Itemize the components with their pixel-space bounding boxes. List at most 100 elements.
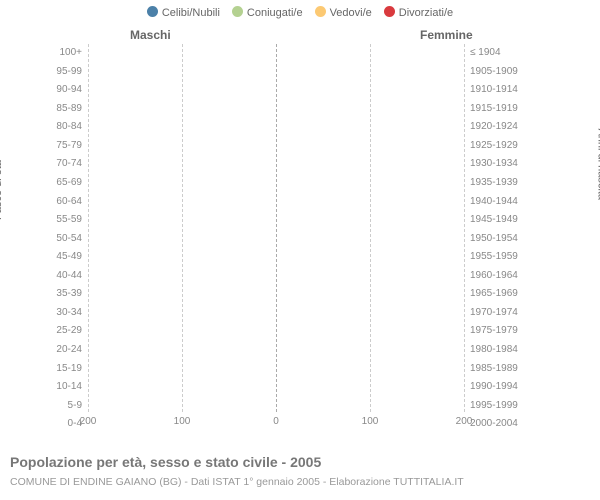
age-label: 95-99 xyxy=(46,63,88,82)
age-label: 65-69 xyxy=(46,174,88,193)
x-tick: 200 xyxy=(456,416,473,427)
legend-swatch xyxy=(147,6,158,17)
segment-v xyxy=(278,139,279,154)
age-label: 80-84 xyxy=(46,118,88,137)
year-label: ≤ 1904 xyxy=(464,44,530,63)
age-label: 50-54 xyxy=(46,230,88,249)
segment-d xyxy=(279,195,280,210)
segment-co xyxy=(277,343,278,358)
pyramid-row: 70-74 1930-1934 xyxy=(46,155,530,174)
gridline xyxy=(464,44,465,412)
age-label: 15-19 xyxy=(46,360,88,379)
chart-subtitle: COMUNE DI ENDINE GAIANO (BG) - Dati ISTA… xyxy=(10,476,464,488)
pyramid-row: 10-141990-1994 xyxy=(46,378,530,397)
y-axis-left-title: Fasce di età xyxy=(0,160,4,220)
age-label: 90-94 xyxy=(46,81,88,100)
legend-label: Celibi/Nubili xyxy=(162,7,220,19)
year-label: 1940-1944 xyxy=(464,193,530,212)
header-female: Femmine xyxy=(420,28,473,42)
year-label: 1930-1934 xyxy=(464,155,530,174)
gridline xyxy=(88,44,89,412)
legend-item-divorziati: Divorziati/e xyxy=(384,6,453,19)
age-label: 100+ xyxy=(46,44,88,63)
legend-item-coniugati: Coniugati/e xyxy=(232,6,303,19)
pyramid-row: 25-29 1975-1979 xyxy=(46,322,530,341)
legend: Celibi/Nubili Coniugati/e Vedovi/e Divorzia… xyxy=(0,6,600,19)
pyramid-row: 40-44 1960-1964 xyxy=(46,267,530,286)
legend-swatch xyxy=(232,6,243,17)
center-gridline xyxy=(276,44,277,412)
pyramid-row: 35-39 1965-1969 xyxy=(46,285,530,304)
legend-item-vedovi: Vedovi/e xyxy=(315,6,372,19)
year-label: 1970-1974 xyxy=(464,304,530,323)
year-label: 1975-1979 xyxy=(464,322,530,341)
age-label: 40-44 xyxy=(46,267,88,286)
age-label: 45-49 xyxy=(46,248,88,267)
segment-d xyxy=(279,269,280,284)
pyramid-row: 45-49 1955-1959 xyxy=(46,248,530,267)
year-label: 1925-1929 xyxy=(464,137,530,156)
year-label: 1950-1954 xyxy=(464,230,530,249)
year-label: 1945-1949 xyxy=(464,211,530,230)
pyramid-row: 65-69 1935-1939 xyxy=(46,174,530,193)
age-label: 85-89 xyxy=(46,100,88,119)
segment-v xyxy=(278,120,279,135)
pyramid-row: 75-79 1925-1929 xyxy=(46,137,530,156)
x-tick: 100 xyxy=(174,416,191,427)
pyramid-row: 30-34 1970-1974 xyxy=(46,304,530,323)
age-label: 70-74 xyxy=(46,155,88,174)
pyramid-row: 100+ ≤ 1904 xyxy=(46,44,530,63)
year-label: 1920-1924 xyxy=(464,118,530,137)
x-tick: 200 xyxy=(80,416,97,427)
pyramid-row: 15-19 1985-1989 xyxy=(46,360,530,379)
x-tick: 100 xyxy=(362,416,379,427)
segment-d xyxy=(279,157,280,172)
age-label: 55-59 xyxy=(46,211,88,230)
age-label: 25-29 xyxy=(46,322,88,341)
pyramid-row: 95-99 1905-1909 xyxy=(46,63,530,82)
age-label: 10-14 xyxy=(46,378,88,397)
year-label: 1965-1969 xyxy=(464,285,530,304)
year-label: 1985-1989 xyxy=(464,360,530,379)
year-label: 1935-1939 xyxy=(464,174,530,193)
year-label: 1910-1914 xyxy=(464,81,530,100)
year-label: 1905-1909 xyxy=(464,63,530,82)
age-label: 35-39 xyxy=(46,285,88,304)
pyramid-chart: 100+≤ 190495-991905-190990-941910-191485… xyxy=(46,44,530,434)
pyramid-row: 90-94 1910-1914 xyxy=(46,81,530,100)
x-tick: 0 xyxy=(273,416,279,427)
pyramid-row: 50-54 1950-1954 xyxy=(46,230,530,249)
age-label: 75-79 xyxy=(46,137,88,156)
age-label: 60-64 xyxy=(46,193,88,212)
age-label: 20-24 xyxy=(46,341,88,360)
pyramid-row: 80-84 1920-1924 xyxy=(46,118,530,137)
legend-label: Coniugati/e xyxy=(247,7,303,19)
segment-d xyxy=(279,176,280,191)
legend-swatch xyxy=(384,6,395,17)
legend-swatch xyxy=(315,6,326,17)
age-label: 30-34 xyxy=(46,304,88,323)
segment-co xyxy=(277,324,278,339)
segment-v xyxy=(278,102,279,117)
pyramid-row: 20-24 1980-1984 xyxy=(46,341,530,360)
year-label: 1960-1964 xyxy=(464,267,530,286)
segment-d xyxy=(279,250,280,265)
y-axis-right-title: Anni di nascita xyxy=(596,128,600,200)
legend-label: Divorziati/e xyxy=(399,7,453,19)
segment-d xyxy=(279,232,280,247)
year-label: 1955-1959 xyxy=(464,248,530,267)
legend-label: Vedovi/e xyxy=(330,7,372,19)
segment-d xyxy=(279,213,280,228)
gridline xyxy=(182,44,183,412)
year-label: 1915-1919 xyxy=(464,100,530,119)
gridline xyxy=(370,44,371,412)
header-male: Maschi xyxy=(130,28,171,42)
pyramid-row: 55-59 1945-1949 xyxy=(46,211,530,230)
year-label: 1980-1984 xyxy=(464,341,530,360)
pyramid-row: 85-89 1915-1919 xyxy=(46,100,530,119)
segment-d xyxy=(278,306,279,321)
legend-item-celibi: Celibi/Nubili xyxy=(147,6,220,19)
x-axis: 200 100 0 100 200 xyxy=(46,412,530,434)
segment-d xyxy=(279,287,280,302)
chart-title: Popolazione per età, sesso e stato civil… xyxy=(10,454,321,470)
